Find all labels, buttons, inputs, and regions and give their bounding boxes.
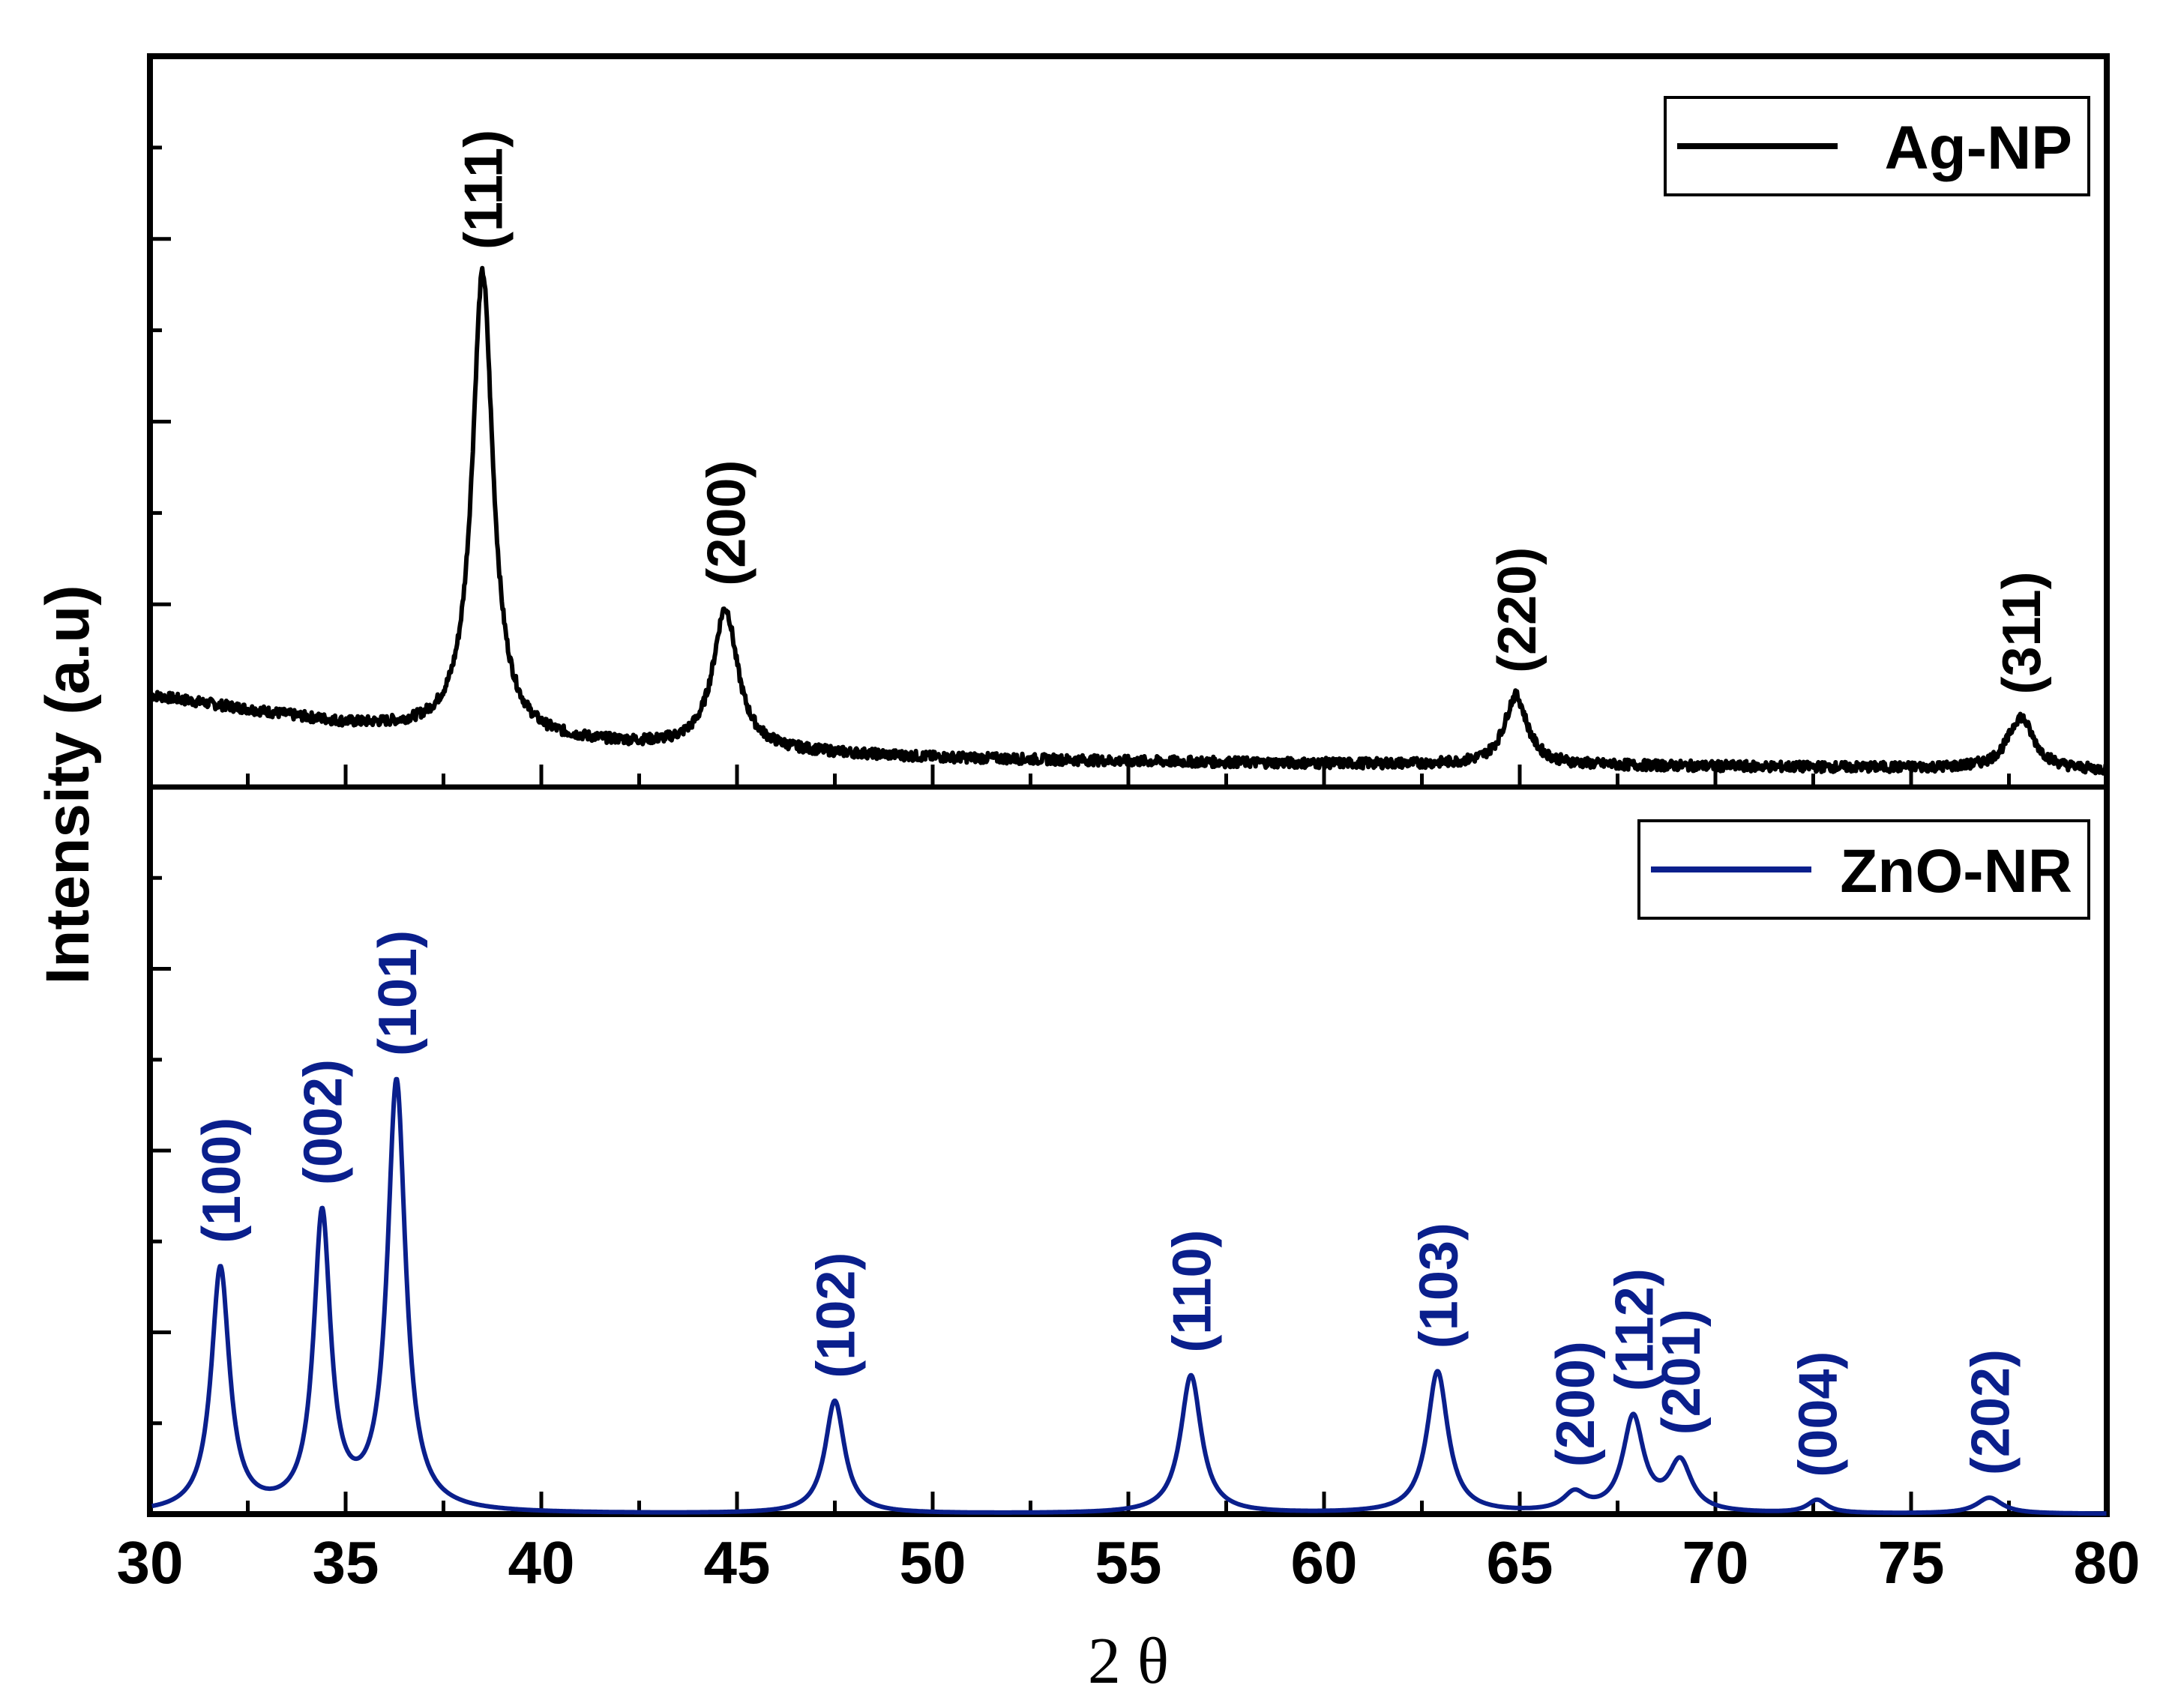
peak-labels-group: (111) (200) (220) (311) (100) (002)(101) (102)…: [192, 130, 2052, 1477]
peak-label: (200): [1546, 1341, 1606, 1467]
x-tick-label: 80: [2074, 1529, 2141, 1596]
x-tick-label: 45: [704, 1529, 771, 1596]
peak-label: (101): [368, 930, 428, 1056]
peak-label: (103): [1409, 1223, 1469, 1348]
legends-group: Ag-NP ZnO-NR: [1637, 96, 2090, 920]
legend-label: Ag-NP: [1884, 114, 2072, 182]
y-axis-label: Intensity (a.u): [34, 585, 102, 984]
series-ag-np-line: [150, 265, 2109, 776]
x-tick-label: 75: [1878, 1529, 1945, 1596]
peak-label: (102): [807, 1253, 867, 1378]
x-tick-label: 60: [1291, 1529, 1358, 1596]
x-tick-label: 50: [900, 1529, 966, 1596]
x-tick-label: 35: [313, 1529, 379, 1596]
peak-label: (201): [1652, 1309, 1712, 1435]
x-tick-label: 30: [117, 1529, 184, 1596]
x-tick-label: 65: [1487, 1529, 1553, 1596]
peak-label: (110): [1163, 1229, 1223, 1352]
peak-label: (002): [294, 1059, 354, 1185]
legend-label: ZnO-NR: [1840, 837, 2072, 905]
x-axis-label: 2 θ: [1088, 1625, 1169, 1694]
peak-label: (112): [1604, 1268, 1664, 1391]
x-tick-labels-group: 30 35 40 45 50 55 60 65 70 75 80: [117, 1529, 2141, 1596]
peak-label: (111): [454, 130, 514, 250]
x-tick-label: 70: [1682, 1529, 1749, 1596]
peak-label: (004): [1789, 1351, 1849, 1477]
peak-label: (100): [192, 1118, 252, 1244]
series-zno-nr-line: [150, 1076, 2108, 1516]
x-tick-label: 40: [508, 1529, 575, 1596]
peak-label: (202): [1961, 1349, 2021, 1475]
peak-label: (200): [697, 460, 756, 586]
x-tick-label: 55: [1095, 1529, 1162, 1596]
curves-group: [150, 265, 2109, 1516]
peak-label: (220): [1487, 547, 1547, 673]
peak-label: (311): [1992, 571, 2052, 694]
